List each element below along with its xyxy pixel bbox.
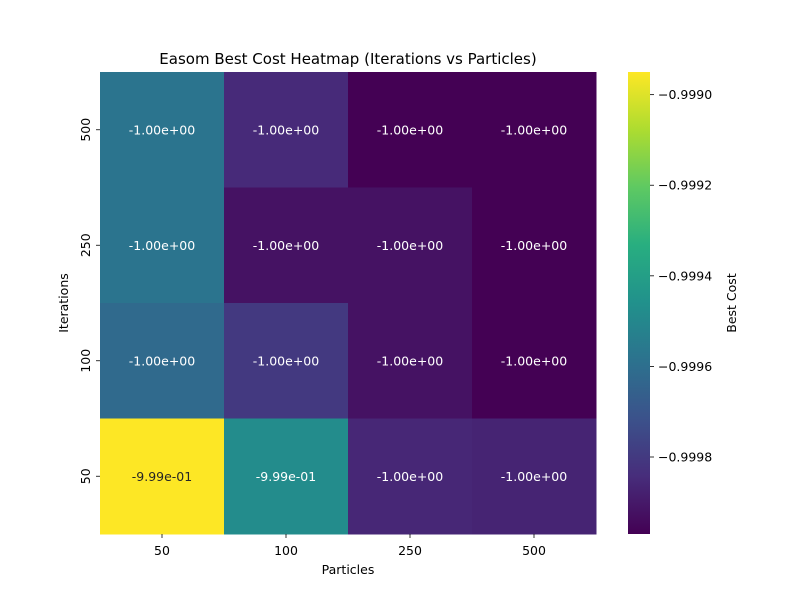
heatmap-cell bbox=[348, 303, 473, 419]
cell-value-label: -1.00e+00 bbox=[129, 122, 195, 137]
cell-value-label: -1.00e+00 bbox=[501, 238, 567, 253]
heatmap-cell bbox=[472, 303, 597, 419]
cell-value-label: -1.00e+00 bbox=[129, 238, 195, 253]
colorbar-tick-label: −0.9994 bbox=[658, 268, 712, 283]
heatmap-cells bbox=[100, 72, 597, 535]
x-axis-label: Particles bbox=[322, 562, 375, 577]
x-axis-ticks: 50 100 250 500 bbox=[154, 534, 546, 558]
colorbar-label: Best Cost bbox=[724, 273, 739, 333]
heatmap-cell bbox=[100, 418, 225, 535]
heatmap-cell bbox=[100, 72, 225, 188]
colorbar-tick-label: −0.9996 bbox=[658, 359, 712, 374]
cell-value-label: -1.00e+00 bbox=[377, 469, 443, 484]
y-tick-label: 500 bbox=[78, 118, 93, 142]
x-tick-label: 50 bbox=[154, 543, 170, 558]
cell-value-label: -1.00e+00 bbox=[377, 122, 443, 137]
cell-value-label: -1.00e+00 bbox=[253, 122, 319, 137]
cell-value-label: -1.00e+00 bbox=[253, 353, 319, 368]
chart-title: Easom Best Cost Heatmap (Iterations vs P… bbox=[159, 50, 536, 68]
heatmap-cell-labels: -1.00e+00 -1.00e+00 -1.00e+00 -1.00e+00 -1.0… bbox=[129, 122, 567, 484]
heatmap-cell bbox=[348, 418, 473, 535]
cell-value-label: -1.00e+00 bbox=[501, 469, 567, 484]
colorbar-tick-label: −0.9990 bbox=[658, 87, 712, 102]
colorbar-tick-label: −0.9998 bbox=[658, 450, 712, 465]
y-tick-label: 100 bbox=[78, 349, 93, 373]
colorbar-tick-label: −0.9992 bbox=[658, 178, 712, 193]
cell-value-label: -1.00e+00 bbox=[377, 353, 443, 368]
cell-value-label: -9.99e-01 bbox=[132, 469, 192, 484]
heatmap-cell bbox=[348, 72, 473, 188]
y-axis-ticks: 500 250 100 50 bbox=[78, 118, 100, 484]
heatmap-cell bbox=[348, 187, 473, 304]
heatmap-cell bbox=[224, 187, 349, 304]
x-tick-label: 250 bbox=[398, 543, 422, 558]
heatmap-cell bbox=[100, 187, 225, 304]
colorbar-ticks: −0.9990 −0.9992 −0.9994 −0.9996 −0.9998 bbox=[650, 87, 712, 465]
cell-value-label: -1.00e+00 bbox=[501, 122, 567, 137]
heatmap-cell bbox=[472, 187, 597, 304]
y-tick-label: 250 bbox=[78, 233, 93, 257]
heatmap-cell bbox=[472, 72, 597, 188]
cell-value-label: -1.00e+00 bbox=[377, 238, 443, 253]
cell-value-label: -1.00e+00 bbox=[253, 238, 319, 253]
heatmap-cell bbox=[472, 418, 597, 535]
heatmap-cell bbox=[100, 303, 225, 419]
y-tick-label: 50 bbox=[78, 468, 93, 484]
heatmap-cell bbox=[224, 303, 349, 419]
x-tick-label: 100 bbox=[274, 543, 298, 558]
cell-value-label: -9.99e-01 bbox=[256, 469, 316, 484]
cell-value-label: -1.00e+00 bbox=[129, 353, 195, 368]
heatmap-cell bbox=[224, 418, 349, 535]
cell-value-label: -1.00e+00 bbox=[501, 353, 567, 368]
heatmap-cell bbox=[224, 72, 349, 188]
x-tick-label: 500 bbox=[522, 543, 546, 558]
y-axis-label: Iterations bbox=[56, 273, 71, 333]
colorbar bbox=[628, 72, 650, 534]
